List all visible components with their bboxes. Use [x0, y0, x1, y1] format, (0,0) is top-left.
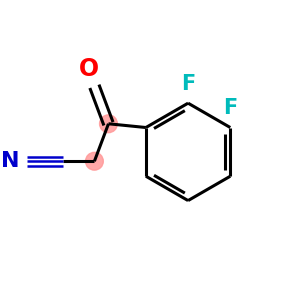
Text: F: F [223, 98, 237, 118]
Circle shape [100, 115, 117, 133]
Text: F: F [181, 74, 195, 94]
Text: O: O [79, 57, 99, 81]
Text: N: N [1, 151, 20, 171]
Circle shape [85, 152, 103, 170]
